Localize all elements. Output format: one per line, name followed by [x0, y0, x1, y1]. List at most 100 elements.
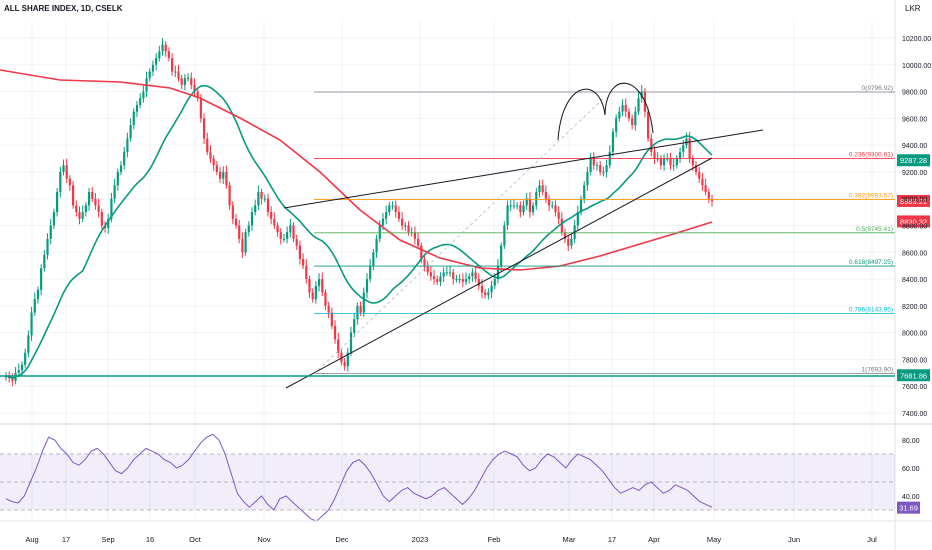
x-tick-label: 17 [62, 535, 70, 544]
candle-body [500, 245, 503, 266]
candle-body [279, 232, 282, 239]
y-tick-label: 7400.00 [902, 411, 927, 418]
candle-body [94, 198, 97, 206]
candle-body [547, 198, 551, 206]
price-badge-label: 8983.21 [900, 197, 927, 206]
candle-body [567, 238, 570, 246]
candle-body [359, 305, 362, 313]
candle-body [321, 279, 324, 293]
candle-body [43, 254, 46, 269]
y-tick-label: 10200.00 [902, 36, 931, 43]
rsi-y-tick-label: 40.00 [902, 494, 920, 501]
candle-body [420, 245, 423, 259]
candle-body [599, 165, 602, 172]
candle-body [52, 212, 56, 226]
candle-body [142, 91, 145, 99]
candle-body [493, 279, 496, 286]
candle-body [91, 192, 94, 199]
candle-body [544, 192, 547, 199]
candle-body [257, 192, 260, 206]
candle-body [474, 272, 477, 280]
candle-body [324, 292, 327, 306]
candle-body [509, 205, 512, 207]
candle-body [615, 118, 618, 132]
candle-body [330, 312, 333, 326]
candle-body [694, 165, 698, 172]
candle-body [148, 71, 151, 79]
chart-title: ALL SHARE INDEX, 1D, CSELK [4, 4, 123, 13]
candle-body [292, 225, 295, 239]
candle-body [71, 185, 75, 206]
candle-body [650, 138, 653, 152]
candle-body [238, 225, 241, 239]
rsi-y-tick-label: 60.00 [902, 466, 920, 473]
candle-body [506, 205, 509, 226]
candle-body [327, 305, 330, 313]
candle-body [541, 185, 544, 193]
candle-body [11, 378, 14, 381]
moving-average-line [5, 84, 713, 380]
candle-body [254, 205, 257, 213]
candle-body [222, 171, 225, 179]
candle-body [413, 232, 417, 239]
candle-body [36, 289, 40, 300]
candle-body [678, 151, 682, 159]
x-tick-label: 2023 [412, 535, 429, 544]
fib-level-label: 0.382(8993.57) [849, 193, 893, 200]
candle-body [17, 370, 20, 373]
candle-body [33, 299, 36, 313]
candle-body [647, 111, 650, 139]
candle-body [317, 279, 321, 286]
candle-body [167, 51, 171, 59]
x-tick-label: Apr [648, 535, 660, 544]
candle-body [685, 138, 688, 146]
candle-body [535, 192, 538, 206]
y-tick-label: 8000.00 [902, 331, 927, 338]
candle-body [656, 158, 659, 160]
y-tick-label: 8600.00 [902, 250, 927, 257]
candle-body [631, 118, 634, 126]
candle-body [557, 212, 560, 219]
candle-body [171, 58, 174, 72]
candle-body [311, 292, 314, 300]
candle-body [707, 192, 710, 199]
x-tick-label: 17 [608, 535, 616, 544]
candle-body [385, 212, 388, 219]
candle-body [273, 218, 276, 226]
candle-body [519, 205, 522, 213]
candle-body [123, 151, 126, 166]
candle-body [308, 279, 311, 293]
candle-body [701, 178, 704, 186]
candle-body [704, 185, 707, 193]
candle-body [228, 185, 231, 206]
candle-body [669, 158, 672, 166]
rsi-value-badge [897, 501, 920, 514]
candle-body [244, 232, 247, 253]
candle-body [538, 185, 541, 193]
candle-body [442, 272, 445, 277]
candle-body [484, 292, 487, 296]
candle-body [516, 205, 519, 207]
candle-body [586, 171, 589, 186]
candle-body [698, 171, 701, 179]
candle-body [496, 265, 500, 280]
candle-body [372, 252, 375, 266]
candle-body [468, 276, 471, 280]
candle-body [27, 335, 30, 353]
candle-body [404, 225, 407, 227]
y-tick-label: 7800.00 [902, 357, 927, 364]
candle-body [618, 111, 621, 119]
candle-body [362, 292, 365, 313]
candle-body [212, 158, 215, 166]
candle-body [135, 104, 139, 112]
candle-body [116, 171, 119, 186]
candle-body [391, 205, 394, 207]
candle-body [551, 205, 554, 207]
y-tick-label: 9000.00 [902, 197, 927, 204]
candle-body [266, 198, 270, 213]
candle-body [394, 205, 397, 213]
price-badge-label: 8830.32 [900, 217, 927, 226]
candle-body [158, 51, 161, 59]
candle-body [525, 198, 528, 206]
